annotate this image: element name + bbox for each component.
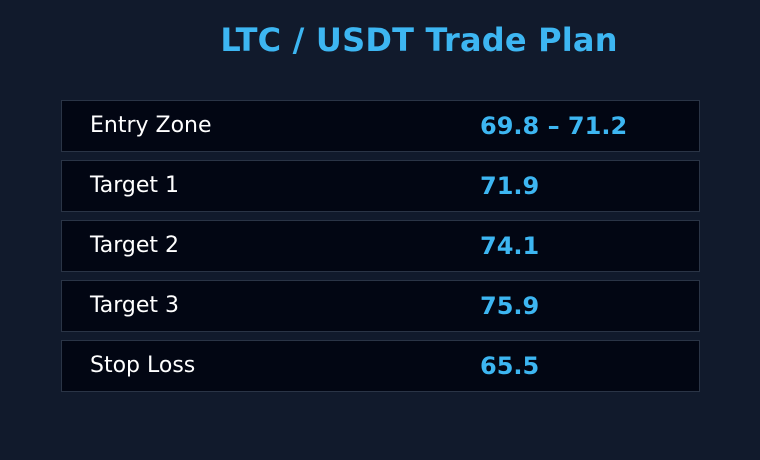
row-label: Target 2 xyxy=(90,233,180,258)
page-title: LTC / USDT Trade Plan xyxy=(220,21,618,59)
row-value: 69.8 – 71.2 xyxy=(480,112,628,140)
trade-plan-table: Entry Zone 69.8 – 71.2 Target 1 71.9 Tar… xyxy=(61,100,700,392)
row-label: Stop Loss xyxy=(90,353,196,378)
row-value: 74.1 xyxy=(480,232,540,260)
row-target-2: Target 2 74.1 xyxy=(61,220,700,272)
row-label: Entry Zone xyxy=(90,113,212,138)
row-entry-zone: Entry Zone 69.8 – 71.2 xyxy=(61,100,700,152)
row-stop-loss: Stop Loss 65.5 xyxy=(61,340,700,392)
row-target-3: Target 3 75.9 xyxy=(61,280,700,332)
row-value: 65.5 xyxy=(480,352,540,380)
row-label: Target 3 xyxy=(90,293,180,318)
row-label: Target 1 xyxy=(90,173,180,198)
row-value: 71.9 xyxy=(480,172,540,200)
row-target-1: Target 1 71.9 xyxy=(61,160,700,212)
row-value: 75.9 xyxy=(480,292,540,320)
